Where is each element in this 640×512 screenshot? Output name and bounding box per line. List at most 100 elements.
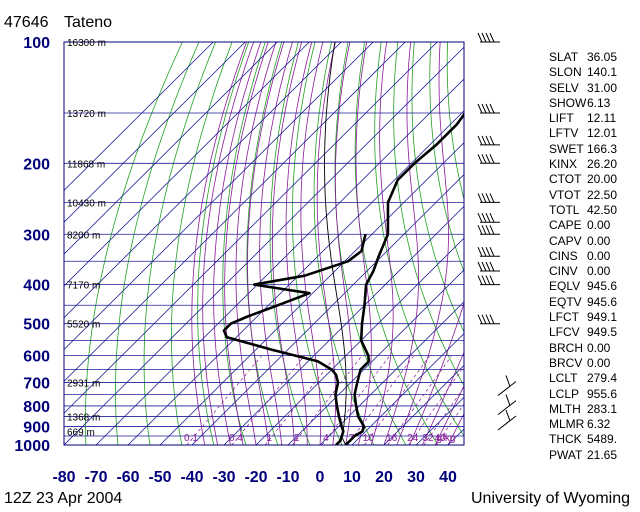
- wind-barb: [477, 261, 500, 272]
- wind-barb: [477, 135, 500, 146]
- index-value: 26.20: [587, 157, 618, 172]
- barb-flag: [505, 394, 511, 406]
- height-label: 5520 m: [67, 320, 100, 331]
- mixing-ratio-line: [292, 355, 363, 445]
- index-key: TOTL: [549, 202, 580, 217]
- index-key: LFTV: [549, 126, 579, 141]
- barb-flag: [489, 314, 495, 324]
- barb-flag: [505, 375, 511, 387]
- index-value: 21.65: [587, 447, 618, 462]
- mixing-ratio-label: 24: [407, 433, 419, 444]
- barb-flag: [485, 193, 491, 203]
- mixing-ratio-label: 4: [323, 433, 329, 444]
- temperature-tick-label: 10: [343, 469, 361, 486]
- isotherm: [191, 173, 464, 445]
- index-value: 279.4: [587, 371, 618, 386]
- pressure-tick-label: 700: [23, 376, 50, 393]
- index-row-mlmr: MLMR 6.32: [549, 417, 635, 432]
- index-key: MLMR: [549, 417, 585, 432]
- mixing-ratio-label: 2: [294, 433, 300, 444]
- barb-flag: [477, 275, 483, 285]
- mixing-ratio-line: [364, 355, 431, 445]
- moist-adiabat: [316, 42, 336, 445]
- barb-flag: [489, 154, 495, 164]
- index-key: BRCV: [549, 355, 583, 370]
- temperature-tick-label: -20: [244, 469, 267, 486]
- pressure-tick-label: 800: [23, 399, 50, 416]
- mixing-ratio-line: [423, 386, 464, 445]
- isotherm: [64, 42, 406, 382]
- barb-flag: [485, 135, 491, 146]
- index-value: 283.1: [587, 401, 618, 416]
- height-label: 16300 m: [67, 38, 106, 49]
- mixing-ratio-line: [435, 403, 464, 445]
- barb-shaft: [497, 400, 517, 415]
- temperature-tick-label: -80: [52, 469, 75, 486]
- barb-flag: [481, 246, 487, 257]
- index-row-cins: CINS 0.00: [549, 249, 635, 264]
- isotherm: [64, 42, 214, 191]
- index-row-pwat: PWAT 21.65: [549, 448, 635, 463]
- barb-flag: [489, 32, 495, 43]
- index-key: CINS: [549, 248, 578, 263]
- barb-flag: [489, 135, 495, 146]
- wind-barb: [497, 394, 517, 415]
- index-value: 20.00: [587, 172, 618, 187]
- wind-barb: [477, 154, 500, 164]
- wind-barb: [477, 275, 500, 286]
- dry-adiabat: [269, 42, 311, 445]
- isotherm: [127, 110, 464, 445]
- barb-flag: [489, 103, 495, 114]
- isotherm: [351, 333, 464, 445]
- index-row-eqlv: EQLV 945.6: [549, 279, 635, 294]
- height-label: 11868 m: [67, 159, 105, 170]
- pressure-tick-label: 300: [23, 227, 50, 244]
- index-value: 22.50: [587, 187, 618, 202]
- mixing-ratio-line: [408, 365, 464, 445]
- wind-barb: [497, 409, 517, 431]
- dry-adiabat: [143, 42, 216, 445]
- index-key: VTOT: [549, 187, 581, 202]
- barb-flag: [477, 103, 483, 114]
- index-key: SWET: [549, 141, 584, 156]
- wind-barb: [477, 212, 500, 223]
- barb-flag: [489, 212, 495, 223]
- barb-flag: [477, 314, 483, 324]
- index-key: SELV: [549, 80, 579, 95]
- wind-barb: [477, 314, 500, 325]
- dry-adiabat: [374, 42, 464, 437]
- temperature-tick-label: 30: [407, 469, 425, 486]
- moist-adiabat: [422, 351, 464, 445]
- mixing-ratio-label: 1: [266, 433, 272, 444]
- index-row-ctot: CTOT 20.00: [549, 172, 635, 187]
- mixing-ratio-label: 0.4: [229, 433, 243, 444]
- barb-flag: [481, 32, 487, 43]
- pressure-tick-label: 1000: [14, 438, 50, 455]
- temperature-tick-label: 20: [375, 469, 393, 486]
- barb-flag: [489, 193, 495, 203]
- barb-flag: [477, 261, 483, 272]
- barb-flag: [489, 225, 495, 235]
- barb-shaft: [497, 381, 517, 396]
- barb-flag: [485, 212, 491, 223]
- isotherm: [64, 42, 246, 223]
- index-row-thck: THCK 5489.: [549, 432, 635, 447]
- index-value: 36.05: [587, 50, 618, 64]
- index-row-slat: SLAT 36.05: [549, 50, 635, 65]
- station-id: 47646: [4, 14, 49, 31]
- temperature-tick-label: -50: [148, 469, 171, 486]
- wind-barb: [477, 225, 500, 235]
- barb-shaft: [497, 415, 517, 431]
- wind-barbs: [477, 32, 517, 431]
- barb-flag: [477, 212, 483, 223]
- index-key: LCLP: [549, 386, 580, 401]
- sounding-traces: [222, 42, 464, 445]
- index-value: 0.00: [587, 355, 611, 370]
- index-key: CTOT: [549, 172, 582, 187]
- mixing-ratio-line: [231, 355, 305, 445]
- isotherm: [64, 42, 278, 255]
- pressure-tick-label: 100: [23, 35, 50, 52]
- isotherm: [383, 364, 464, 445]
- barb-flag: [477, 225, 483, 235]
